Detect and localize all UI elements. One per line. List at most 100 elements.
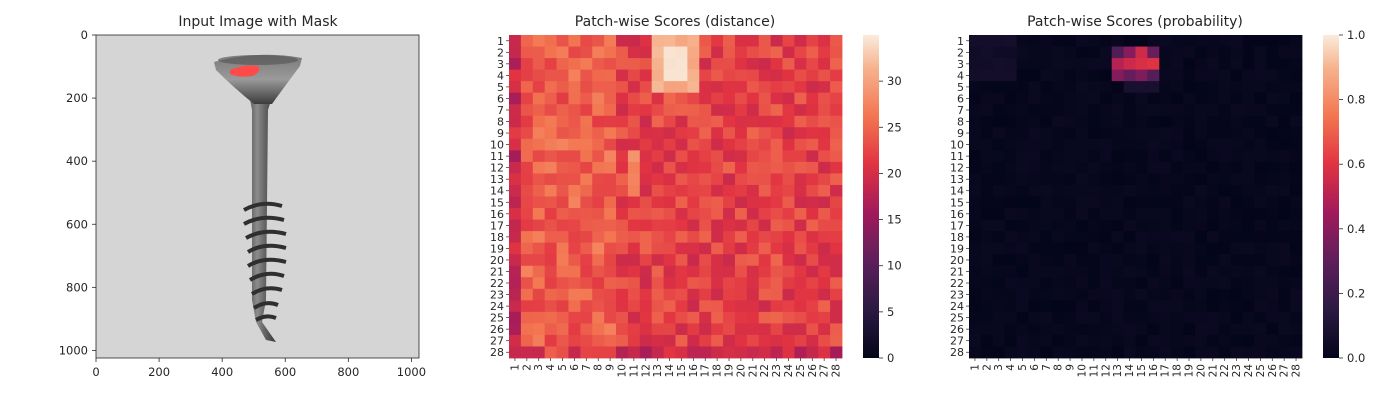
- heatmap-col-label: 8: [593, 364, 605, 371]
- heatmap-cell: [723, 81, 736, 94]
- heatmap-cell: [532, 323, 546, 336]
- heatmap-cell: [1290, 334, 1303, 347]
- heatmap-cell: [782, 173, 795, 186]
- heatmap-cell: [1206, 161, 1220, 174]
- heatmap-cell: [699, 35, 712, 47]
- heatmap-cell: [604, 81, 617, 94]
- heatmap-cell: [520, 242, 534, 255]
- heatmap-cell: [1052, 81, 1065, 94]
- heatmap-cell: [1254, 173, 1267, 186]
- heatmap-cell: [992, 196, 1006, 209]
- heatmap-cell: [969, 150, 982, 163]
- heatmap-cell: [1004, 346, 1017, 359]
- heatmap-cell: [1171, 92, 1184, 105]
- heatmap-cell: [818, 161, 831, 174]
- heatmap-cell: [639, 35, 653, 47]
- heatmap-cell: [1230, 138, 1243, 151]
- heatmap-cell: [1147, 104, 1160, 117]
- heatmap-cell: [1242, 219, 1255, 232]
- heatmap-cell: [1218, 334, 1232, 347]
- heatmap-cell: [1052, 265, 1065, 278]
- heatmap-cell: [616, 104, 629, 117]
- heatmap-cell: [675, 92, 688, 105]
- heatmap-cell: [1278, 92, 1291, 105]
- heatmap-cell: [711, 311, 724, 324]
- heatmap-cell: [1194, 161, 1208, 174]
- heatmap-row-label: 20: [490, 254, 504, 267]
- panel1-title: Input Image with Mask: [178, 14, 338, 30]
- heatmap-col-label: 8: [1053, 364, 1065, 371]
- heatmap-cell: [532, 311, 546, 324]
- heatmap-cell: [592, 46, 605, 59]
- heatmap-cell: [734, 138, 748, 151]
- heatmap-cell: [1076, 58, 1089, 71]
- heatmap-cell: [980, 161, 994, 174]
- heatmap-cell: [770, 277, 783, 290]
- heatmap-cell: [1123, 288, 1136, 301]
- colorbar-tick: 30: [887, 74, 902, 88]
- heatmap-cell: [699, 334, 712, 347]
- heatmap-cell: [1254, 300, 1267, 313]
- heatmap-cell: [1159, 138, 1172, 151]
- heatmap-cell: [1028, 242, 1041, 255]
- heatmap-cell: [520, 127, 534, 140]
- heatmap-cell: [663, 208, 676, 220]
- heatmap-cell: [1040, 311, 1053, 324]
- input-image: [96, 35, 419, 358]
- heatmap-cell: [687, 300, 700, 313]
- heatmap-cell: [1052, 92, 1065, 105]
- heatmap-cell: [639, 346, 653, 359]
- heatmap-cell: [980, 300, 994, 313]
- heatmap-cell: [1194, 173, 1208, 186]
- heatmap-cell: [1242, 254, 1255, 267]
- heatmap-cell: [1052, 58, 1065, 71]
- heatmap-cell: [687, 58, 700, 71]
- heatmap-cell: [639, 277, 653, 290]
- heatmap-cell: [580, 323, 593, 336]
- heatmap-cell: [1290, 219, 1303, 232]
- heatmap-cell: [663, 231, 676, 244]
- heatmap-cell: [758, 138, 772, 151]
- heatmap-cell: [1183, 277, 1196, 290]
- heatmap-cell: [1183, 150, 1196, 163]
- heatmap-cell: [758, 323, 772, 336]
- heatmap-cell: [532, 150, 546, 163]
- heatmap-cell: [616, 127, 629, 140]
- heatmap-cell: [980, 115, 994, 128]
- heatmap-cell: [1206, 231, 1220, 244]
- heatmap-cell: [1123, 161, 1136, 174]
- heatmap-cell: [1290, 300, 1303, 313]
- heatmap-cell: [1076, 346, 1089, 359]
- heatmap-cell: [616, 46, 629, 59]
- heatmap-row-label: 7: [957, 104, 964, 117]
- heatmap-cell: [1290, 346, 1303, 359]
- heatmap-cell: [1183, 334, 1196, 347]
- heatmap-cell: [1064, 35, 1077, 47]
- heatmap-cell: [746, 300, 760, 313]
- heatmap-cell: [1111, 138, 1124, 151]
- heatmap-cell: [1171, 35, 1184, 47]
- heatmap-cell: [1052, 219, 1065, 232]
- heatmap-cell: [1266, 92, 1279, 105]
- heatmap-cell: [1135, 277, 1148, 290]
- heatmap-cell: [639, 219, 653, 232]
- heatmap-cell: [818, 46, 831, 59]
- heatmap-cell: [532, 334, 546, 347]
- heatmap-cell: [580, 173, 593, 186]
- heatmap-cell: [699, 277, 712, 290]
- panel1-xtick: 400: [211, 365, 233, 379]
- heatmap-cell: [544, 208, 557, 220]
- heatmap-cell: [1266, 323, 1279, 336]
- heatmap-cell: [1111, 277, 1124, 290]
- heatmap-cell: [1123, 242, 1136, 255]
- heatmap-cell: [532, 254, 546, 267]
- heatmap-cell: [616, 92, 629, 105]
- heatmap-cell: [1254, 69, 1267, 82]
- heatmap-cell: [509, 334, 522, 347]
- heatmap-cell: [651, 254, 664, 267]
- heatmap-cell: [1242, 127, 1255, 140]
- heatmap-cell: [509, 311, 522, 324]
- heatmap-cell: [699, 184, 712, 197]
- heatmap-cell: [592, 115, 605, 128]
- heatmap-row-label: 25: [950, 312, 964, 325]
